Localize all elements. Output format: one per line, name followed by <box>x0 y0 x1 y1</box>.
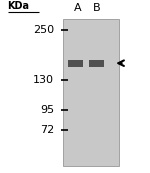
Bar <box>63 19 118 166</box>
Text: 250: 250 <box>33 25 54 35</box>
Text: 130: 130 <box>33 75 54 85</box>
Text: KDa: KDa <box>8 1 30 11</box>
Bar <box>68 60 83 67</box>
Text: 95: 95 <box>40 105 54 115</box>
Text: A: A <box>74 3 81 13</box>
Bar <box>89 60 104 67</box>
Text: 72: 72 <box>40 125 54 135</box>
Text: B: B <box>93 3 100 13</box>
